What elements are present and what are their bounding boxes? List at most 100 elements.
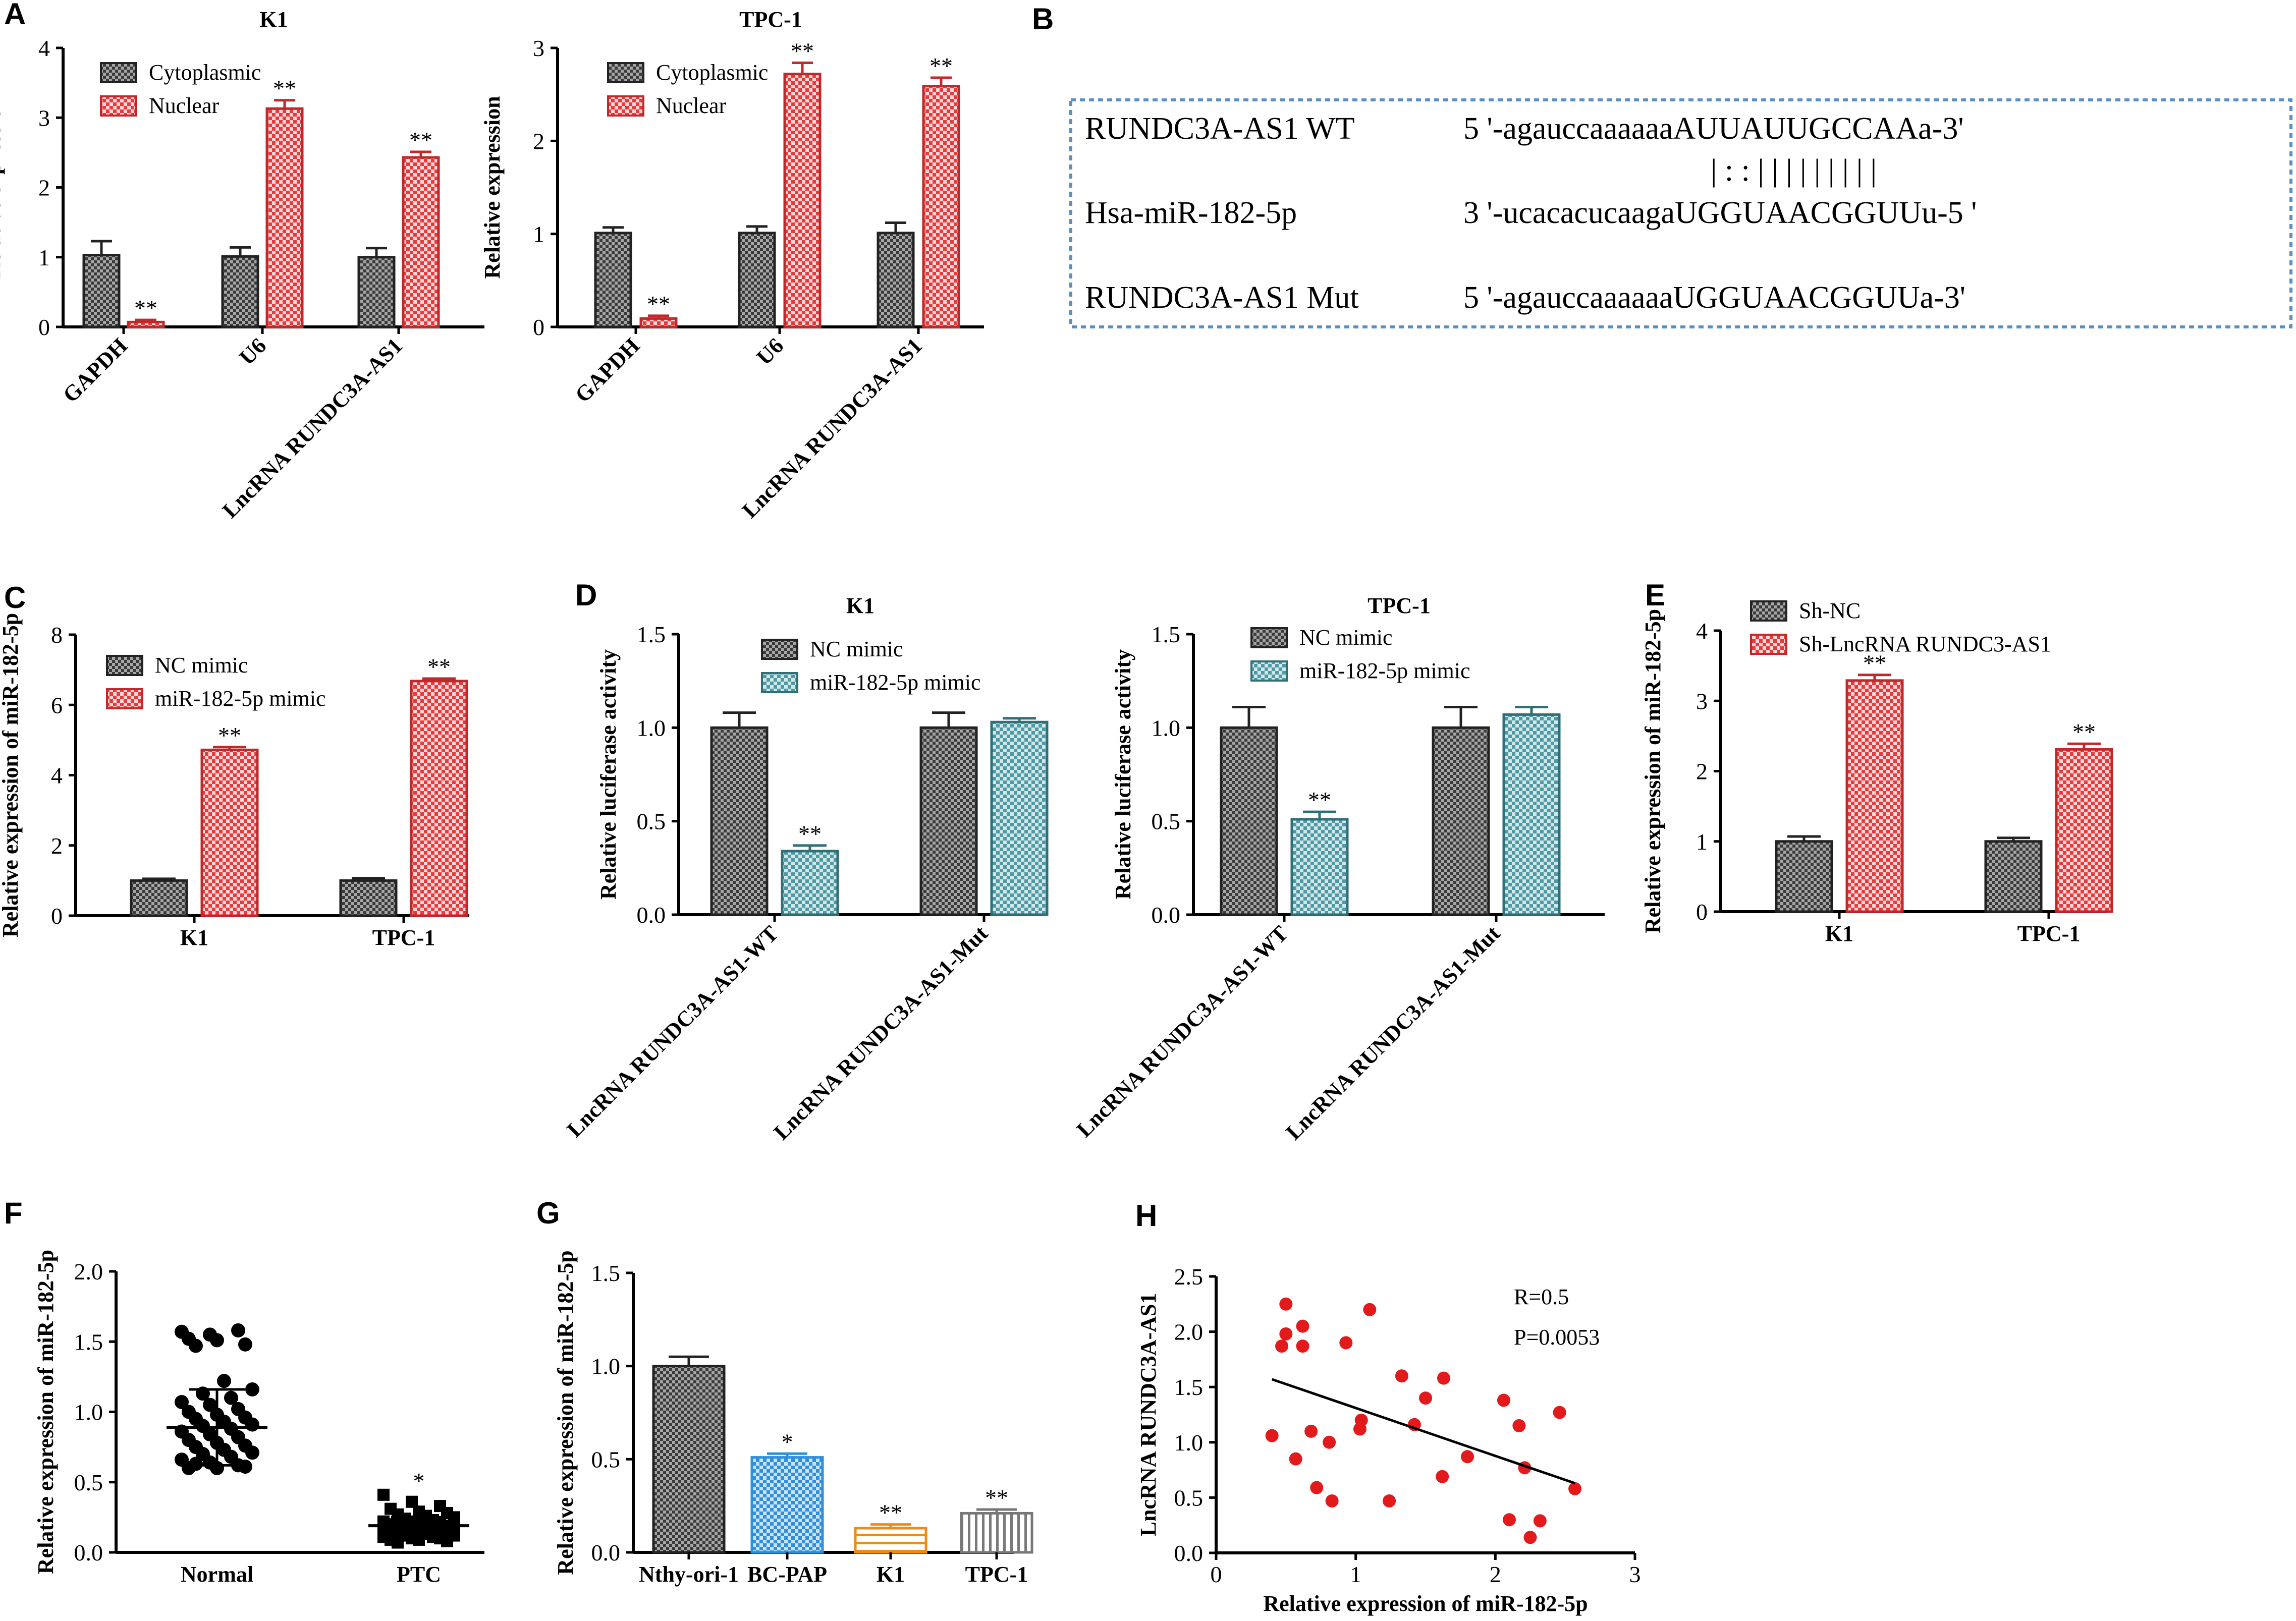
y-tick-label: 0.5 [74,1470,103,1495]
y-tick-label: 1.0 [591,1354,621,1379]
bar [130,879,188,917]
legend-label: Cytoplasmic [149,60,261,85]
data-point [1279,1297,1293,1311]
chart-e: 0 1 2 3 4 Relative expression of miR-182-5p **… [1641,598,2113,946]
data-point [1339,1336,1353,1350]
y-axis-label: LncRNA RUNDC3A-AS1 [1136,1293,1161,1537]
bar [750,1456,824,1554]
y-tick-label: 0 [1696,899,1708,925]
legend-swatch [106,688,143,709]
y-tick-label: 0.5 [1152,809,1181,834]
data-point [1461,1450,1474,1464]
bar [639,317,678,328]
data-point [189,1338,203,1353]
data-point [1325,1494,1339,1507]
bar [1432,726,1490,916]
data-point [1323,1435,1336,1449]
chart-title: K1 [259,7,288,32]
x-tick-label: TPC-1 [965,1562,1028,1587]
data-point [1275,1339,1289,1353]
significance-label: * [782,1429,793,1455]
data-point [1289,1452,1302,1466]
x-tick-label: 3 [1629,1561,1641,1587]
bar [710,726,769,916]
significance-label: ** [427,654,451,680]
seq-name-wt: RUNDC3A-AS1 WT [1085,111,1354,146]
legend-label: Sh-NC [1799,598,1861,623]
x-tick-label: PTC [397,1562,441,1587]
data-point [245,1417,259,1432]
significance-label: ** [879,1500,902,1526]
x-tick-label: LncRNA RUNDC3A-AS1-Mut [1281,921,1505,1145]
legend-label: NC mimic [155,653,248,678]
y-tick-label: 0.0 [591,1540,621,1566]
y-tick-label: 1.0 [1152,715,1181,741]
bar [1845,679,1904,913]
panel-label-d: D [575,578,597,612]
chart-h: 0.0 0.5 1.0 1.5 2.0 2.5 LncRNA RUNDC3A-AS1 0 1 2 3… [1136,1264,1641,1616]
data-point [1512,1419,1526,1432]
x-tick-label: U6 [234,333,271,370]
significance-label: ** [2072,719,2096,745]
data-point [231,1323,245,1337]
y-tick-label: 4 [1696,618,1708,644]
x-tick-label: LncRNA RUNDC3A-AS1-Mut [769,921,993,1145]
panel-label-e: E [1645,578,1665,612]
legend-swatch [761,672,798,693]
y-tick-label: 0.0 [1152,902,1181,928]
x-tick-label: GAPDH [570,333,644,407]
data-point [392,1536,404,1549]
x-tick-label: 2 [1490,1561,1501,1587]
data-point [1296,1319,1309,1333]
data-point [1363,1303,1377,1316]
significance-label: ** [930,53,953,79]
data-point [245,1382,259,1396]
y-tick-label: 3 [533,35,544,61]
significance-label: ** [134,295,157,321]
data-point [1296,1339,1309,1353]
sequence-box-border [1069,98,2292,328]
data-point [1279,1327,1293,1340]
legend-swatch [106,655,143,676]
seq-mirna: 3 '-ucacacucaagaUGGUAACGGUUu-5 ' [1463,196,1977,230]
y-tick-label: 8 [51,622,63,648]
bar [200,748,259,917]
data-point [1304,1424,1318,1438]
bar [594,232,632,328]
bar [877,232,915,328]
bar [652,1365,726,1554]
data-point [413,1533,425,1546]
x-tick-label: U6 [751,333,788,370]
data-point [203,1398,217,1412]
data-point [210,1333,224,1348]
data-point [238,1460,252,1474]
y-tick-label: 1.5 [1174,1374,1204,1400]
y-tick-label: 1.5 [1152,622,1181,647]
data-point [1568,1482,1582,1495]
x-tick-label: GAPDH [58,333,132,407]
panel-label-f: F [4,1196,23,1230]
data-point [1553,1406,1566,1419]
y-tick-label: 2.0 [74,1259,103,1284]
y-tick-label: 3 [1696,688,1708,714]
legend-label: miR-182-5p mimic [155,686,326,711]
significance-label: ** [985,1485,1008,1511]
x-tick-label: TPC-1 [372,925,435,950]
bar [339,879,398,917]
y-tick-label: 1 [38,245,50,270]
legend-label: NC mimic [810,637,903,661]
panel-label-g: G [536,1196,560,1230]
data-point [1437,1371,1450,1385]
significance-label: ** [273,76,296,101]
y-tick-label: 1.0 [74,1400,103,1425]
bar [127,320,165,328]
bar [919,726,978,916]
data-point [175,1395,189,1410]
bar [357,256,396,328]
seq-name-mirna: Hsa-miR-182-5p [1085,196,1297,230]
y-axis-label: Relative luciferase activity [596,649,621,900]
legend-swatch [1250,660,1288,682]
chart-title: K1 [846,593,874,618]
